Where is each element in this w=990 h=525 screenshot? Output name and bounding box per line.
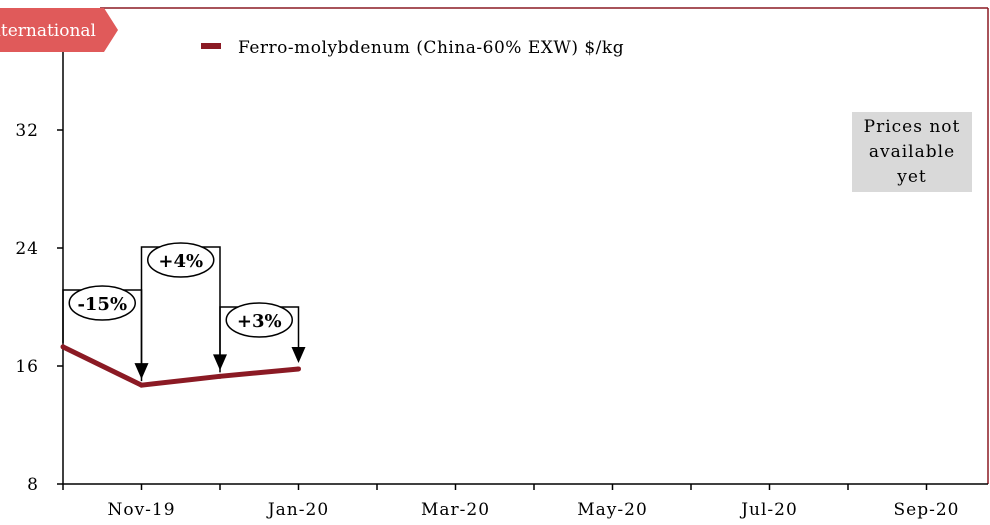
region-tag: International [0, 8, 118, 52]
x-tick-label: Mar-20 [421, 500, 490, 520]
x-tick-label: Jul-20 [739, 500, 798, 520]
note-line-3: yet [896, 167, 927, 187]
region-tag-shape [0, 8, 118, 52]
y-tick-label: 16 [15, 357, 39, 377]
region-tag-label: International [0, 21, 96, 41]
legend: Ferro-molybdenum (China-60% EXW) $/kg [201, 38, 624, 58]
chart-frame [100, 7, 989, 484]
series-point [296, 366, 301, 372]
x-tick-label: May-20 [577, 500, 648, 520]
series-point [60, 344, 66, 350]
x-tick-label: Jan-20 [266, 500, 329, 520]
callout-arrowhead [291, 346, 306, 363]
y-tick-label: 8 [27, 475, 39, 495]
series-point [217, 373, 223, 379]
series-line [61, 344, 299, 388]
legend-label: Ferro-molybdenum (China-60% EXW) $/kg [238, 38, 624, 58]
callout-label: +3% [237, 311, 282, 332]
legend-swatch [201, 43, 221, 49]
note-line-1: Prices not [864, 117, 961, 137]
callout-label: +4% [158, 251, 203, 272]
y-tick-label: 32 [15, 121, 39, 141]
callout-label: -15% [77, 294, 127, 315]
callout-bubble [147, 242, 215, 278]
x-axis: Nov-19 Jan-20 Mar-20 May-20 Jul-20 Sep-20 [62, 483, 988, 520]
series-layer [60, 344, 301, 388]
note-box: Prices not available yet [852, 112, 972, 192]
y-tick-label: 24 [15, 239, 39, 259]
x-tick-label: Nov-19 [107, 500, 175, 520]
note-background [852, 112, 972, 192]
series-point [139, 382, 144, 388]
note-line-2: available [869, 142, 955, 162]
callout-bubble [68, 285, 136, 321]
y-axis: 8 16 24 32 [15, 52, 64, 495]
callout-bubble [225, 302, 293, 338]
change-callouts: -15% +4% +3% [62, 242, 306, 382]
x-tick-label: Sep-20 [894, 500, 960, 520]
